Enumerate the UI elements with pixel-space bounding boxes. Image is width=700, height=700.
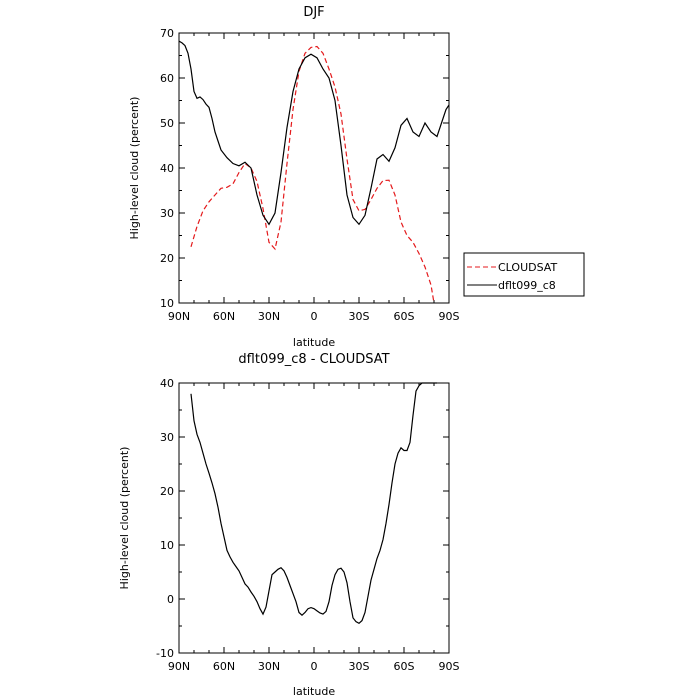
y-tick-label: 40 xyxy=(160,377,174,390)
y-tick-label: 10 xyxy=(160,297,174,310)
y-tick-label: 20 xyxy=(160,485,174,498)
x-tick-label: 60S xyxy=(394,310,415,323)
legend-box xyxy=(463,252,585,297)
x-tick-label: 90S xyxy=(439,660,460,673)
chart-bottom-x-axis-label: latitude xyxy=(293,685,335,698)
x-tick-label: 30N xyxy=(258,660,280,673)
chart-top-x-axis: 90N 60N 30N 0 30S 60S 90S xyxy=(168,33,460,323)
chart-top-series xyxy=(178,40,450,304)
chart-bottom: dflt099_c8 - CLOUDSAT 90N 60N 30N 0 30S 60S 90… xyxy=(118,352,460,698)
chart-bottom-series xyxy=(190,382,437,625)
x-tick-label: 30N xyxy=(258,310,280,323)
chart-bottom-title: dflt099_c8 - CLOUDSAT xyxy=(238,352,389,367)
x-tick-label: 30S xyxy=(349,660,370,673)
x-tick-label: 90N xyxy=(168,310,190,323)
chart-top-legend: CLOUDSAT dflt099_c8 xyxy=(463,252,585,297)
chart-top-y-axis: 10 20 30 40 50 60 70 xyxy=(160,27,449,310)
chart-top-x-axis-label: latitude xyxy=(293,336,335,349)
y-tick-label: 0 xyxy=(167,593,174,606)
x-tick-label: 60N xyxy=(213,660,235,673)
y-tick-label: 70 xyxy=(160,27,174,40)
y-tick-label: 40 xyxy=(160,162,174,175)
x-tick-label: 60S xyxy=(394,660,415,673)
y-tick-label: 60 xyxy=(160,72,174,85)
y-tick-label: -10 xyxy=(156,647,174,660)
chart-bottom-x-axis: 90N 60N 30N 0 30S 60S 90S xyxy=(168,383,460,673)
y-tick-label: 30 xyxy=(160,207,174,220)
chart-bottom-y-axis-label: High-level cloud (percent) xyxy=(118,447,131,590)
series-line-cloudsat xyxy=(190,45,435,304)
series-line-dflt099-c8 xyxy=(178,40,450,226)
chart-top-title: DJF xyxy=(303,5,324,20)
x-tick-label: 60N xyxy=(213,310,235,323)
x-tick-label: 0 xyxy=(311,310,318,323)
chart-top-y-axis-label: High-level cloud (percent) xyxy=(128,97,141,240)
y-tick-label: 20 xyxy=(160,252,174,265)
legend-label-dflt099-c8: dflt099_c8 xyxy=(498,279,556,292)
x-tick-label: 90N xyxy=(168,660,190,673)
chart-bottom-y-axis: -10 0 10 20 30 40 xyxy=(156,377,449,660)
y-tick-label: 30 xyxy=(160,431,174,444)
y-tick-label: 10 xyxy=(160,539,174,552)
y-tick-label: 50 xyxy=(160,117,174,130)
x-tick-label: 0 xyxy=(311,660,318,673)
chart-top: DJF 90N 60N 30N 0 30S 60S 90S 10 20 30 40 50 60 70 l… xyxy=(128,5,585,349)
chart-top-plot-frame xyxy=(178,32,450,304)
x-tick-label: 90S xyxy=(439,310,460,323)
legend-label-cloudsat: CLOUDSAT xyxy=(498,261,557,274)
series-line-difference xyxy=(190,382,437,625)
x-tick-label: 30S xyxy=(349,310,370,323)
